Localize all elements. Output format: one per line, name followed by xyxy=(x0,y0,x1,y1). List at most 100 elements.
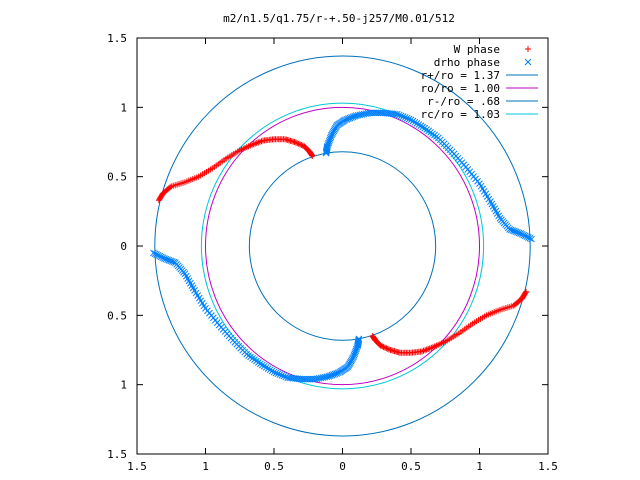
series-1-branch-2-point-85 xyxy=(387,347,394,353)
series-1-branch-2-point-106 xyxy=(369,333,376,340)
series-2-branch-1-point-61 xyxy=(401,114,409,121)
circle-3 xyxy=(248,151,437,341)
series-2-branch-1-point-65 xyxy=(409,117,417,125)
series-2-branch-1-point-69 xyxy=(417,122,425,130)
series-2-branch-2-point-59 xyxy=(280,372,288,380)
series-1-branch-2-point-88 xyxy=(383,345,390,352)
series-2-branch-1-point-132 xyxy=(525,234,532,241)
series-2-branch-2-point-57 xyxy=(284,374,292,382)
legend-entry-6: rc/ro = 1.03 xyxy=(421,108,538,121)
series-1-branch-1-point-86 xyxy=(292,139,299,146)
series-2-branch-1-point-59 xyxy=(397,112,405,120)
x-tick-label-1: 1.5 xyxy=(127,460,147,473)
series-1-branch-1-point-87 xyxy=(294,140,301,147)
legend-entry-5: r-/ro = .68 xyxy=(427,95,538,108)
series-2-branch-1-point-131 xyxy=(523,233,531,241)
series-1-branch-1-point-85 xyxy=(291,139,298,145)
x-tick-label-3: 0.5 xyxy=(264,460,284,473)
circle-4 xyxy=(200,102,485,390)
series-2-branch-2-point-66 xyxy=(266,366,274,374)
series-2-branch-1-point-57 xyxy=(393,110,401,118)
y-tick-label-5: 0.5 xyxy=(107,309,127,322)
x-tick-label-5: 0.5 xyxy=(401,460,421,473)
series-1-branch-2-point-14 xyxy=(511,301,518,308)
legend-label-6: rc/ro = 1.03 xyxy=(421,108,500,121)
series-1-branch-1-point-90 xyxy=(298,141,305,148)
legend-label-4: ro/ro = 1.00 xyxy=(421,82,500,95)
series-2-branch-2-point-70 xyxy=(258,361,266,369)
series-2-branch-1-point-127 xyxy=(517,230,524,237)
series-1-branch-2-point-86 xyxy=(386,346,393,353)
plot-area: 1.5 1 0.5 0 0.5 1 1.51.510.500.511.5 xyxy=(107,32,558,473)
legend-label-2: drho phase xyxy=(434,56,500,69)
series-2-branch-2-point-68 xyxy=(262,364,270,371)
legend-entry-2: drho phase xyxy=(434,56,532,69)
series-2-branch-1-point-64 xyxy=(407,116,415,124)
series-2-branch-2-point-58 xyxy=(282,373,290,381)
series-2-branch-1-point-129 xyxy=(520,231,528,239)
ticks-layer: 1.5 1 0.5 0 0.5 1 1.51.510.500.511.5 xyxy=(107,32,558,473)
series-2-branch-2-point-129 xyxy=(157,253,165,261)
series-2-branch-2-point-56 xyxy=(286,374,294,382)
series-2-branch-2-point-69 xyxy=(260,362,268,370)
y-tick-label-6: 1 xyxy=(120,379,127,392)
series-2-branch-1-point-70 xyxy=(419,123,427,131)
series-2-branch-1-point-66 xyxy=(411,118,419,126)
series-2-branch-2-point-130 xyxy=(156,252,164,260)
y-tick-label-2: 1 xyxy=(120,101,127,114)
x-tick-label-2: 1 xyxy=(202,460,209,473)
series-2-branch-2-point-61 xyxy=(276,371,284,378)
series-2-branch-2-point-133 xyxy=(151,250,159,258)
series-1-branch-1-point-106 xyxy=(309,152,316,159)
legend-label-3: r+/ro = 1.37 xyxy=(421,69,500,82)
circles-layer xyxy=(154,55,531,437)
series-2-branch-1-point-56 xyxy=(391,110,399,118)
circle-2 xyxy=(205,106,480,386)
series-2-branch-1-point-130 xyxy=(521,232,529,240)
legend-label-5: r-/ro = .68 xyxy=(427,95,500,108)
series-2-branch-1-point-58 xyxy=(395,111,403,119)
y-tick-label-3: 0.5 xyxy=(107,171,127,184)
y-tick-label-1: 1.5 xyxy=(107,32,127,45)
series-2 xyxy=(150,109,535,383)
series-2-branch-1-point-68 xyxy=(415,121,423,128)
y-tick-label-4: 0 xyxy=(120,240,127,253)
series-2-branch-2-point-127 xyxy=(161,255,168,262)
chart-title: m2/n1.5/q1.75/r-+.50-j257/M0.01/512 xyxy=(223,12,455,25)
circle-1 xyxy=(154,55,531,437)
y-tick-label-7: 1.5 xyxy=(107,448,127,461)
series-2-branch-1-point-60 xyxy=(399,113,407,120)
series-2-branch-2-point-131 xyxy=(154,251,162,259)
series-2-branch-1-point-62 xyxy=(403,114,411,122)
legend-label-1: W phase xyxy=(454,43,500,56)
series-2-branch-1-point-133 xyxy=(526,234,534,242)
series-2-branch-1-point-67 xyxy=(413,120,421,127)
series-2-branch-2-point-64 xyxy=(270,368,278,376)
series-layer xyxy=(150,109,535,383)
series-2-branch-1-point-134 xyxy=(528,235,535,243)
series-2-branch-2-point-128 xyxy=(159,254,167,262)
series-2-branch-2-point-65 xyxy=(268,367,276,375)
series-1-branch-1-point-14 xyxy=(167,184,174,191)
legend-marker-sample-2 xyxy=(524,58,532,66)
series-1-branch-2-point-87 xyxy=(384,345,391,352)
series-2-branch-1-point-128 xyxy=(518,230,526,238)
legend-entry-1: W phase xyxy=(454,43,531,56)
series-2-branch-2-point-132 xyxy=(153,251,160,258)
legend-entry-3: r+/ro = 1.37 xyxy=(421,69,538,82)
series-2-branch-2-point-67 xyxy=(264,365,272,372)
series-1-branch-1-point-88 xyxy=(295,140,302,147)
series-2-branch-1-point-63 xyxy=(405,115,413,123)
series-1-branch-2-point-90 xyxy=(380,344,387,351)
legend-entry-4: ro/ro = 1.00 xyxy=(421,82,538,95)
x-tick-label-7: 1.5 xyxy=(538,460,558,473)
series-1-branch-2-point-89 xyxy=(381,344,388,351)
series-1 xyxy=(155,136,530,356)
series-2-branch-2-point-62 xyxy=(274,370,282,378)
series-1-branch-1-point-89 xyxy=(297,141,304,148)
x-tick-label-6: 1 xyxy=(476,460,483,473)
x-tick-label-4: 0 xyxy=(339,460,346,473)
series-2-branch-2-point-63 xyxy=(272,369,280,377)
